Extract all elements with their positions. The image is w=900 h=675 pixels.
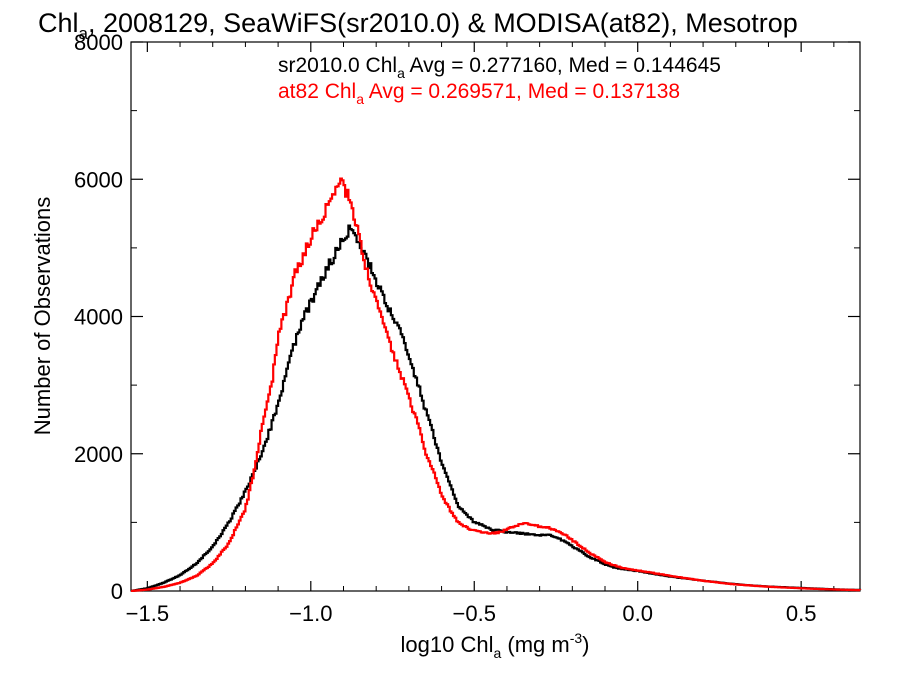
y-tick-label: 2000 xyxy=(74,442,123,467)
legend-entry-at82: at82 Chla Avg = 0.269571, Med = 0.137138 xyxy=(278,80,680,107)
series-line-at82 xyxy=(131,177,862,593)
y-tick-label: 0 xyxy=(111,579,123,604)
x-axis-label: log10 Chla (mg m-3) xyxy=(401,630,590,661)
x-tick-label: 0.0 xyxy=(622,601,653,626)
x-axis-ticks: −1.5 −1.0 −0.5 0.0 0.5 xyxy=(126,42,835,626)
x-tick-label: −1.0 xyxy=(289,601,332,626)
y-tick-label: 6000 xyxy=(74,167,123,192)
plot-frame xyxy=(130,41,861,592)
series-layer xyxy=(131,177,862,593)
chart-title: Chla, 2008129, SeaWiFS(sr2010.0) & MODIS… xyxy=(38,8,798,43)
x-tick-label: 0.5 xyxy=(786,601,817,626)
x-tick-label: −1.5 xyxy=(126,601,169,626)
y-tick-label: 8000 xyxy=(74,30,123,55)
legend-entry-sr2010: sr2010.0 Chla Avg = 0.277160, Med = 0.14… xyxy=(278,54,721,81)
series-line-sr2010 xyxy=(131,224,862,592)
x-tick-label: −0.5 xyxy=(453,601,496,626)
y-axis-label: Number of Observations xyxy=(30,197,55,435)
y-tick-label: 4000 xyxy=(74,305,123,330)
y-axis-ticks: 0 2000 4000 6000 8000 xyxy=(74,30,860,604)
